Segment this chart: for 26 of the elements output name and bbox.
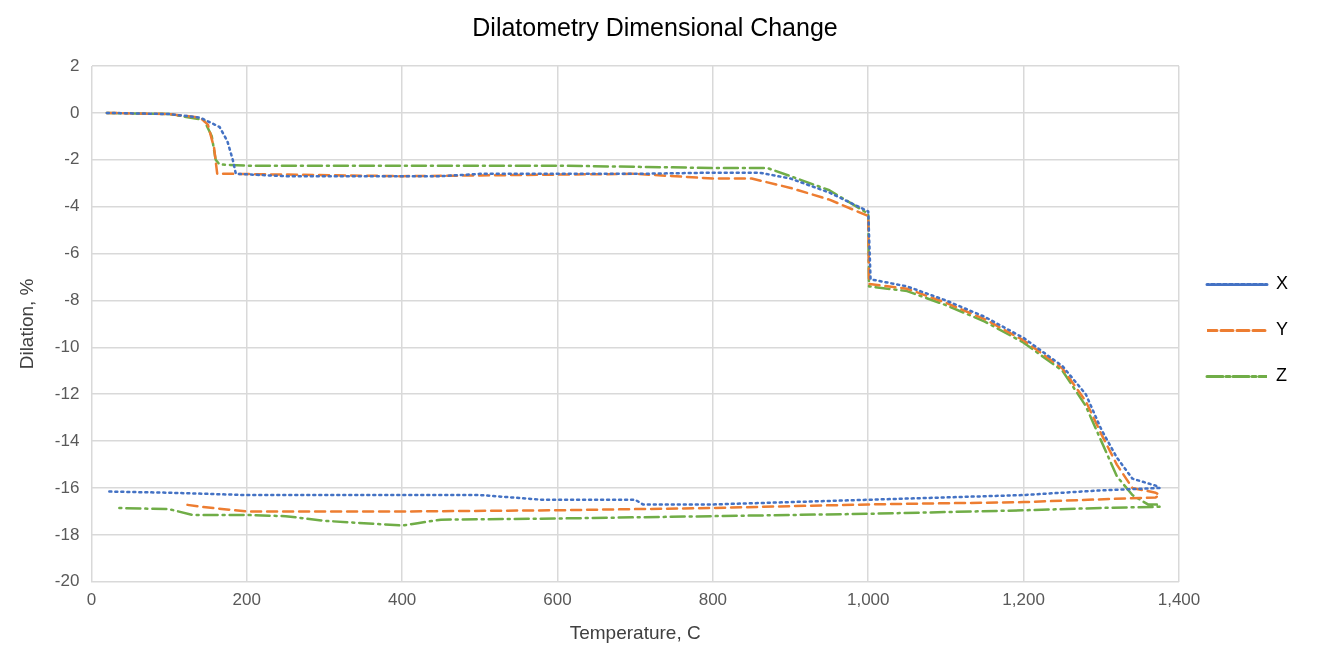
y-tick-label: -10 xyxy=(54,337,80,357)
y-tick-label: -20 xyxy=(54,571,80,591)
y-tick-label: 0 xyxy=(69,102,80,122)
y-tick-label: -6 xyxy=(64,243,80,263)
y-tick-label: -16 xyxy=(54,477,80,497)
y-tick-label: -8 xyxy=(64,290,80,310)
x-tick-label: 600 xyxy=(543,589,572,609)
x-tick-label: 800 xyxy=(698,589,728,609)
legend-label: Z xyxy=(1275,365,1287,386)
y-tick-label: -18 xyxy=(54,524,80,544)
x-tick-label: 1,400 xyxy=(1157,589,1201,609)
x-tick-label: 1,000 xyxy=(846,589,890,609)
y-tick-label: 2 xyxy=(69,55,80,75)
chart-title: Dilatometry Dimensional Change xyxy=(472,12,838,41)
legend-label: X xyxy=(1275,273,1289,294)
y-tick-label: -12 xyxy=(54,383,80,403)
y-tick-label: -14 xyxy=(54,430,80,450)
legend-label: Y xyxy=(1275,319,1289,340)
x-tick-label: 400 xyxy=(387,589,417,609)
x-axis-title: Temperature, C xyxy=(569,621,701,643)
x-tick-label: 1,200 xyxy=(1002,589,1045,609)
y-tick-label: -2 xyxy=(64,149,80,169)
y-axis-title: Dilation, % xyxy=(15,278,37,370)
x-tick-label: 0 xyxy=(86,589,97,609)
x-tick-label: 200 xyxy=(232,589,261,609)
y-tick-label: -4 xyxy=(64,196,80,216)
